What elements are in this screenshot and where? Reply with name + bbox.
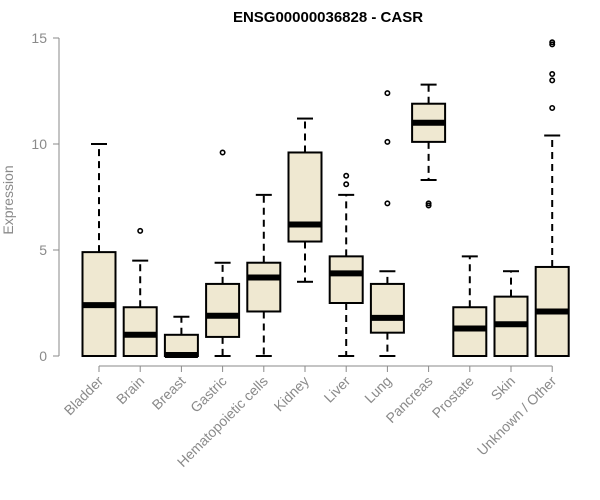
box-breast bbox=[163, 315, 199, 358]
iqr-box bbox=[287, 151, 323, 243]
outlier-point bbox=[425, 202, 432, 209]
box-unknown-other bbox=[534, 39, 570, 357]
y-tick-label: 5 bbox=[39, 242, 47, 258]
x-tick-label: Skin bbox=[488, 373, 519, 404]
y-tick-label: 10 bbox=[31, 136, 47, 152]
boxes-group bbox=[81, 39, 570, 358]
iqr-box bbox=[328, 255, 364, 304]
outlier-point bbox=[343, 181, 350, 188]
box-prostate bbox=[452, 255, 488, 357]
iqr-box bbox=[246, 261, 282, 313]
box-bladder bbox=[81, 143, 117, 357]
x-tick-label: Kidney bbox=[271, 373, 313, 415]
chart-title: ENSG00000036828 - CASR bbox=[233, 9, 423, 26]
outlier-point bbox=[384, 138, 391, 145]
y-axis: 0 5 10 15 bbox=[31, 30, 60, 364]
outlier-point bbox=[343, 172, 350, 179]
box-lung bbox=[369, 90, 405, 357]
x-tick-label: Prostate bbox=[429, 373, 477, 421]
outlier-point bbox=[425, 200, 432, 207]
iqr-box bbox=[205, 282, 241, 338]
y-axis-label: Expression bbox=[0, 165, 16, 234]
outlier-point bbox=[549, 41, 556, 48]
outlier-point bbox=[219, 149, 226, 156]
x-tick-label: Brain bbox=[113, 373, 147, 407]
outlier-point bbox=[137, 227, 144, 234]
iqr-box bbox=[452, 306, 488, 357]
outlier-point bbox=[549, 71, 556, 78]
y-tick-label: 0 bbox=[39, 348, 47, 364]
box-skin bbox=[493, 270, 529, 358]
x-tick-label: Liver bbox=[321, 373, 354, 406]
box-hematopoietic-cells bbox=[246, 193, 282, 357]
outlier-point bbox=[549, 39, 556, 46]
iqr-box bbox=[122, 306, 158, 357]
outlier-point bbox=[384, 200, 391, 207]
x-tick-label: Lung bbox=[361, 373, 394, 406]
outlier-point bbox=[549, 77, 556, 84]
box-kidney bbox=[287, 117, 323, 283]
box-gastric bbox=[205, 149, 241, 357]
x-tick-label: Bladder bbox=[61, 373, 107, 419]
outlier-point bbox=[549, 104, 556, 111]
outlier-point bbox=[384, 90, 391, 97]
iqr-box bbox=[369, 282, 405, 334]
y-tick-label: 15 bbox=[31, 30, 47, 46]
box-brain bbox=[122, 227, 158, 357]
x-tick-label: Breast bbox=[149, 373, 189, 413]
box-liver bbox=[328, 172, 364, 357]
box-pancreas bbox=[411, 83, 447, 209]
